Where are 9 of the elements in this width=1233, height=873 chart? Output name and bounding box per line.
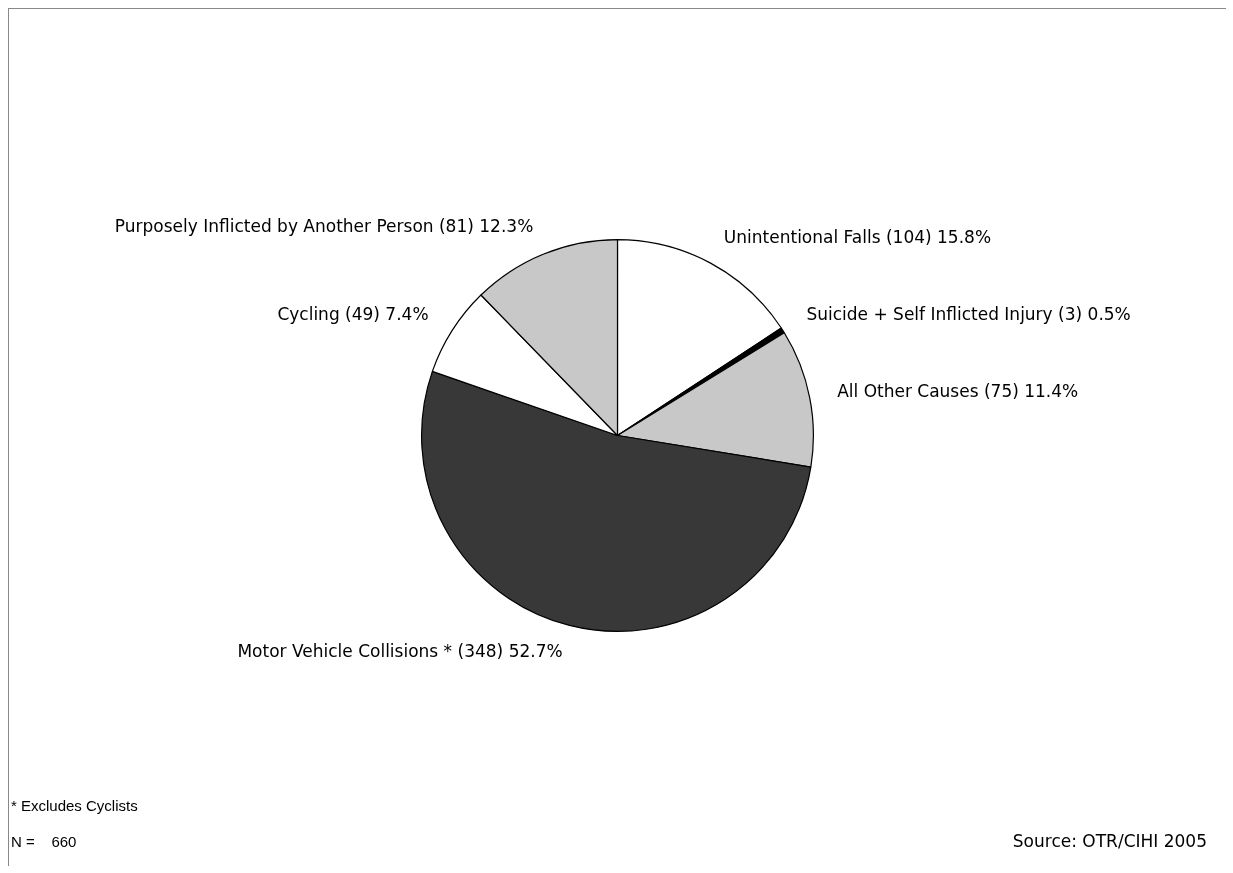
- source-note: Source: OTR/CIHI 2005: [1012, 831, 1207, 852]
- slice-label: Purposely Inflicted by Another Person (81) 12.3%: [114, 216, 534, 237]
- slice-label: Motor Vehicle Collisions * (348) 52.7%: [237, 641, 563, 661]
- slice-label: Suicide + Self Inflicted Injury (3) 0.5%: [806, 303, 1131, 324]
- text: N = 660: [11, 833, 77, 851]
- slice-label: Unintentional Falls (104) 15.8%: [723, 226, 992, 247]
- slice-label: All Other Causes (75) 11.4%: [837, 380, 1079, 401]
- text: * Excludes Cyclists: [11, 797, 138, 815]
- slice-label: Cycling (49) 7.4%: [277, 303, 429, 324]
